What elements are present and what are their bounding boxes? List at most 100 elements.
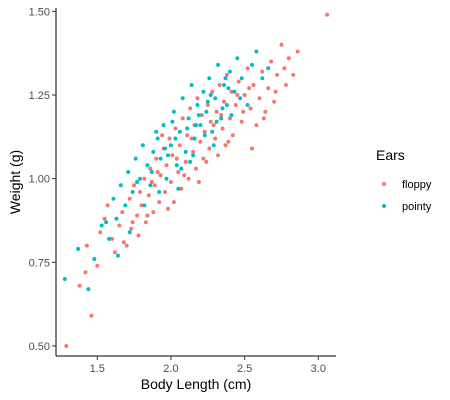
point-floppy-65 <box>227 116 232 121</box>
point-pointy-1 <box>76 246 81 251</box>
point-floppy-81 <box>272 99 277 104</box>
point-pointy-60 <box>196 113 201 118</box>
point-pointy-47 <box>250 62 254 67</box>
point-pointy-61 <box>202 133 207 138</box>
point-pointy-35 <box>207 76 212 81</box>
point-floppy-97 <box>219 113 224 118</box>
point-pointy-9 <box>123 203 128 208</box>
point-floppy-53 <box>205 103 210 107</box>
point-floppy-64 <box>224 72 229 77</box>
point-floppy-26 <box>154 156 159 161</box>
point-floppy-38 <box>177 143 182 148</box>
point-floppy-104 <box>138 190 142 194</box>
point-floppy-7 <box>102 216 107 221</box>
legend-label-floppy: floppy <box>402 179 432 191</box>
point-pointy-54 <box>157 190 162 194</box>
point-floppy-79 <box>266 86 271 91</box>
point-pointy-53 <box>149 170 154 174</box>
point-floppy-84 <box>283 83 288 87</box>
point-pointy-27 <box>183 149 188 154</box>
point-floppy-57 <box>213 136 218 141</box>
point-floppy-61 <box>220 126 225 131</box>
point-floppy-111 <box>282 66 287 71</box>
point-pointy-49 <box>260 76 265 81</box>
point-pointy-39 <box>219 116 224 121</box>
point-pointy-65 <box>226 86 231 91</box>
point-floppy-96 <box>211 123 216 128</box>
x-tick-label-3: 3.0 <box>311 363 326 375</box>
y-tick-label-4: 1.50 <box>29 6 50 18</box>
point-floppy-35 <box>171 200 176 205</box>
point-pointy-28 <box>186 116 191 121</box>
point-pointy-0 <box>62 277 67 281</box>
point-floppy-76 <box>257 96 262 101</box>
point-floppy-109 <box>261 116 266 121</box>
point-floppy-107 <box>155 170 160 174</box>
point-pointy-73 <box>229 113 234 118</box>
point-pointy-72 <box>211 143 216 148</box>
point-pointy-45 <box>239 76 244 81</box>
point-floppy-36 <box>173 126 178 131</box>
point-pointy-76 <box>170 119 175 124</box>
point-floppy-59 <box>216 153 221 158</box>
point-floppy-3 <box>89 313 94 318</box>
point-floppy-6 <box>98 230 103 235</box>
point-floppy-15 <box>129 226 134 231</box>
point-pointy-48 <box>254 49 259 54</box>
point-pointy-14 <box>140 143 145 148</box>
point-pointy-29 <box>189 83 194 87</box>
point-floppy-70 <box>239 119 244 124</box>
point-floppy-21 <box>143 220 148 225</box>
point-pointy-51 <box>127 230 132 235</box>
point-pointy-4 <box>99 223 104 228</box>
point-pointy-41 <box>224 103 229 107</box>
point-floppy-45 <box>191 149 196 154</box>
point-floppy-60 <box>217 83 222 87</box>
point-floppy-66 <box>229 89 234 94</box>
y-tick-label-0: 0.50 <box>29 341 50 353</box>
point-pointy-26 <box>180 96 185 101</box>
point-pointy-21 <box>164 176 169 181</box>
point-pointy-12 <box>133 156 138 161</box>
point-floppy-102 <box>121 240 126 245</box>
point-floppy-37 <box>176 170 181 174</box>
legend: Ears floppy pointy <box>376 147 432 213</box>
point-floppy-13 <box>124 243 129 248</box>
point-floppy-0 <box>64 344 69 348</box>
point-pointy-32 <box>198 123 203 128</box>
point-floppy-101 <box>247 86 252 91</box>
x-tick-label-1: 2.0 <box>163 363 178 375</box>
point-pointy-30 <box>192 136 197 141</box>
point-floppy-27 <box>157 200 162 205</box>
point-pointy-77 <box>188 159 193 164</box>
plot-area <box>62 12 330 348</box>
point-pointy-42 <box>227 69 232 74</box>
point-pointy-20 <box>161 123 166 128</box>
point-pointy-38 <box>216 62 221 67</box>
point-floppy-85 <box>286 56 291 61</box>
point-floppy-95 <box>204 159 209 164</box>
point-pointy-11 <box>130 190 135 194</box>
point-pointy-23 <box>171 109 176 114</box>
y-tick-label-3: 1.25 <box>29 90 50 102</box>
point-pointy-16 <box>148 183 153 188</box>
point-floppy-30 <box>163 190 168 194</box>
legend-entry-pointy: pointy <box>382 201 432 213</box>
point-floppy-86 <box>291 72 296 77</box>
point-floppy-24 <box>151 210 156 215</box>
point-pointy-74 <box>104 220 109 225</box>
point-pointy-7 <box>114 216 119 221</box>
point-floppy-8 <box>105 203 110 208</box>
point-floppy-83 <box>279 42 284 47</box>
point-floppy-89 <box>160 133 165 138</box>
legend-key-pointy <box>382 204 386 208</box>
point-floppy-51 <box>201 156 206 161</box>
point-pointy-36 <box>210 129 215 134</box>
point-floppy-2 <box>83 270 88 275</box>
point-floppy-33 <box>168 180 173 184</box>
point-floppy-16 <box>132 183 137 188</box>
point-pointy-18 <box>155 136 160 141</box>
point-floppy-92 <box>182 173 187 178</box>
point-floppy-47 <box>194 166 198 171</box>
point-pointy-63 <box>214 119 219 124</box>
